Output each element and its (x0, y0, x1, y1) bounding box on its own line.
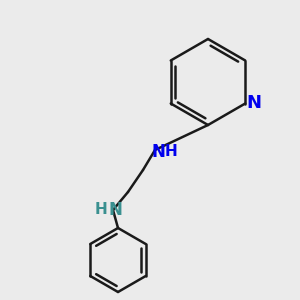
Text: H: H (165, 145, 177, 160)
Text: N: N (247, 94, 262, 112)
Text: N: N (108, 201, 122, 219)
Text: N: N (151, 143, 165, 161)
Text: H: H (94, 202, 107, 217)
